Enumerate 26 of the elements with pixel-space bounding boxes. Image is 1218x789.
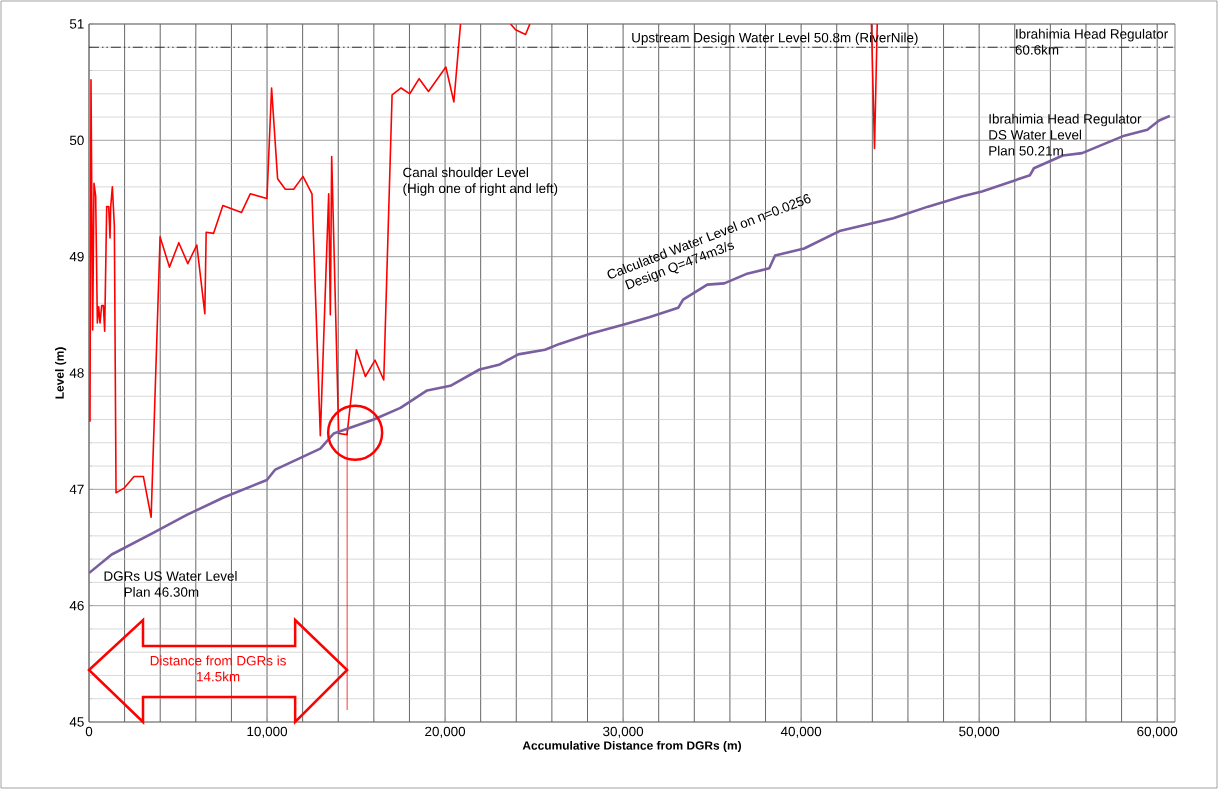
annotation: 60.6km [1015,44,1059,55]
x-tick-label: 0 [85,726,93,737]
annotation: Ibrahimia Head Regulator [1016,28,1168,42]
y-tick-label: 50 [69,135,84,146]
x-axis-title: Accumulative Distance from DGRs (m) [522,740,741,753]
x-tick-label: 60,000 [1137,726,1178,738]
y-tick-label: 48 [69,368,84,378]
y-tick-label: 51 [69,19,84,29]
annotation: Ibrahimia Head Regulator [989,113,1142,127]
annotation: Plan 50.21m [989,145,1063,156]
annotation: DGRs US Water Level [104,570,237,581]
annotation: (High one of right and left) [403,183,558,196]
x-tick-label: 50,000 [959,726,1000,738]
x-tick-label: 20,000 [425,726,466,738]
x-tick-label: 30,000 [603,726,644,738]
y-tick-label: 47 [69,484,84,494]
annotation: Plan 46.30m [124,586,199,597]
x-tick-label: 10,000 [247,726,288,738]
x-tick-label: 40,000 [780,726,822,738]
y-tick-label: 45 [69,717,84,727]
annotation: Distance from DGRs is [150,655,286,666]
y-tick-label: 46 [69,600,84,611]
y-tick-label: 49 [69,251,84,262]
annotation: 14.5km [197,671,240,682]
annotation: DS Water Level [989,129,1082,140]
y-axis-title: Level (m) [55,347,67,399]
